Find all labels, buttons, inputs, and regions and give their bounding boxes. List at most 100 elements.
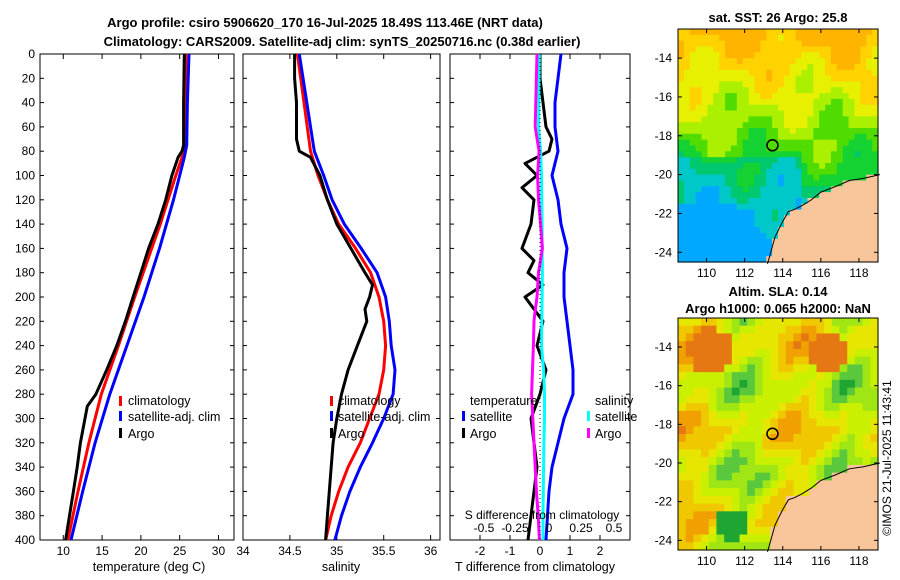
- map-cell: [719, 40, 726, 48]
- map-cell: [678, 209, 685, 216]
- map-cell: [836, 34, 844, 42]
- map-cell: [725, 145, 732, 152]
- map-cell: [695, 168, 703, 176]
- map-cell: [693, 480, 702, 489]
- map-cell: [742, 244, 750, 251]
- map-cell: [872, 151, 879, 158]
- map-cell: [870, 449, 879, 458]
- map-cell: [708, 441, 718, 451]
- map-cell: [708, 519, 718, 528]
- map-cell: [730, 209, 738, 216]
- map-cell: [848, 87, 856, 94]
- map-cell: [731, 526, 741, 536]
- map-cell: [778, 372, 787, 381]
- map-cell: [842, 63, 850, 71]
- map-cell: [831, 464, 841, 474]
- map-cell: [689, 203, 697, 211]
- map-cell: [701, 449, 710, 458]
- map-cell: [839, 495, 848, 505]
- x-tick-label: -2: [475, 544, 486, 558]
- map-cell: [719, 221, 726, 228]
- map-cell: [847, 379, 856, 389]
- map-cell: [748, 63, 756, 71]
- map-cell: [713, 52, 720, 59]
- map-cell: [825, 227, 832, 234]
- map-cell: [739, 418, 748, 427]
- map-cell: [708, 395, 718, 404]
- map-cell: [848, 81, 856, 88]
- map-cell: [678, 34, 685, 42]
- map-cell: [730, 157, 738, 164]
- map-cell: [808, 519, 818, 528]
- map-cell: [801, 341, 810, 350]
- map-cell: [695, 203, 703, 211]
- map-cell: [824, 519, 833, 528]
- map-cell: [719, 58, 726, 65]
- map-cell: [801, 519, 810, 528]
- map-cell: [748, 157, 756, 164]
- map-cell: [754, 341, 764, 350]
- map-cell: [716, 526, 725, 536]
- map-cell: [766, 128, 773, 135]
- map-cell: [748, 215, 756, 222]
- map-cell: [839, 464, 848, 474]
- map-cell: [736, 104, 744, 112]
- map-cell: [713, 145, 720, 152]
- y-tick-label: 320: [15, 436, 35, 450]
- map-cell: [683, 58, 691, 65]
- map-cell: [754, 151, 761, 158]
- y-tick-label: 260: [15, 363, 35, 377]
- map-cell: [831, 364, 841, 373]
- map-cell: [731, 387, 741, 396]
- map-cell: [778, 488, 787, 497]
- map-cell: [766, 34, 773, 42]
- main-title-line1: Argo profile: csiro 5906620_170 16-Jul-2…: [107, 15, 543, 30]
- map-cell: [807, 197, 814, 205]
- map-cell: [716, 341, 725, 350]
- map-cell: [730, 133, 738, 141]
- map-cell: [739, 488, 748, 497]
- map-cell: [739, 457, 748, 466]
- map-cell: [848, 69, 856, 77]
- map-cell: [860, 87, 867, 94]
- map-cell: [830, 98, 838, 106]
- map-cell: [839, 542, 848, 551]
- map-cell: [713, 139, 720, 147]
- map-cell: [860, 238, 867, 246]
- map-cell: [825, 93, 832, 100]
- map-cell: [836, 227, 844, 234]
- map-cell: [854, 244, 861, 251]
- map-cell: [770, 410, 779, 420]
- map-cell: [801, 227, 809, 234]
- map-cell: [830, 197, 838, 205]
- map-cell: [747, 341, 756, 350]
- map-cell: [872, 69, 879, 77]
- map-cell: [872, 180, 879, 187]
- map-cell: [739, 441, 748, 451]
- map-cell: [801, 403, 810, 412]
- map-cell: [831, 488, 841, 497]
- map-cell: [795, 215, 803, 222]
- map-cell: [778, 364, 787, 373]
- map-cell: [824, 495, 833, 505]
- map-cell: [707, 133, 714, 141]
- map-cell: [689, 221, 697, 228]
- y-tick-label: 200: [15, 290, 35, 304]
- map-cell: [801, 256, 809, 263]
- map-cell: [701, 168, 709, 176]
- map-cell: [816, 410, 825, 420]
- map-cell: [736, 46, 744, 53]
- map-cell: [793, 457, 802, 466]
- map-cell: [747, 356, 756, 365]
- legend-label-t-argo: Argo: [470, 427, 496, 441]
- map-cell: [742, 151, 750, 158]
- map-cell: [830, 244, 838, 251]
- map-cell: [708, 526, 718, 536]
- map-cell: [747, 511, 756, 520]
- map-cell: [707, 46, 714, 53]
- map-cell: [708, 480, 718, 489]
- map-cell: [872, 145, 879, 152]
- map-cell: [813, 58, 820, 65]
- y-tick-label: 0: [28, 47, 35, 61]
- map-cell: [866, 256, 873, 263]
